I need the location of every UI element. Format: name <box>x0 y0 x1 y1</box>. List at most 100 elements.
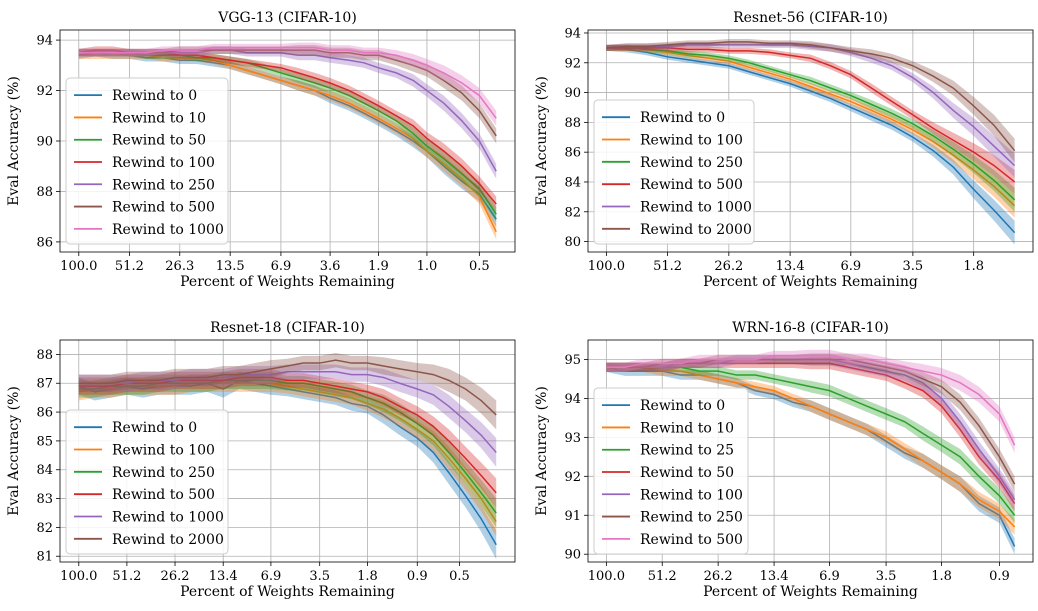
legend-label: Rewind to 0 <box>640 110 725 126</box>
legend-label: Rewind to 500 <box>640 177 743 193</box>
legend-label: Rewind to 10 <box>640 420 734 436</box>
y-tick-label: 83 <box>36 492 53 507</box>
series-line-6 <box>78 359 497 416</box>
series-band-1 <box>606 362 1015 555</box>
y-axis-label: Eval Accuracy (%) <box>534 386 550 516</box>
y-tick-label: 90 <box>564 548 581 563</box>
legend-label: Rewind to 250 <box>640 155 743 171</box>
x-tick-label: 100.0 <box>60 569 97 584</box>
plot-area <box>78 352 497 560</box>
y-tick-label: 90 <box>564 86 581 101</box>
legend-label: Rewind to 250 <box>640 510 743 526</box>
plot-area <box>606 349 1016 555</box>
series-band-7 <box>606 349 1015 453</box>
x-tick-label: 26.2 <box>714 259 743 274</box>
x-tick-label: 13.4 <box>760 569 789 584</box>
series-band-1 <box>606 44 1015 245</box>
x-tick-label: 1.0 <box>417 259 438 274</box>
y-tick-label: 94 <box>564 392 581 407</box>
series-line-2 <box>606 47 1016 207</box>
y-tick-label: 86 <box>36 235 53 250</box>
x-axis-label: Percent of Weights Remaining <box>180 584 395 600</box>
legend-label: Rewind to 25 <box>640 443 734 459</box>
legend: Rewind to 0 Rewind to 10 Rewind to 50 Rewin… <box>65 77 229 245</box>
legend-label: Rewind to 0 <box>640 398 725 414</box>
chart-title: VGG-13 (CIFAR-10) <box>217 10 357 26</box>
series-line-2 <box>78 382 497 523</box>
x-tick-label: 51.2 <box>115 259 144 274</box>
legend-label: Rewind to 250 <box>112 177 215 193</box>
y-tick-label: 95 <box>564 353 581 368</box>
series-band-3 <box>78 48 497 222</box>
x-tick-label: 1.8 <box>931 569 952 584</box>
series-band-6 <box>606 353 1015 492</box>
y-tick-label: 86 <box>36 406 53 421</box>
y-tick-label: 88 <box>36 185 53 200</box>
series-band-6 <box>606 38 1015 163</box>
x-tick-label: 1.9 <box>368 259 389 274</box>
legend-box <box>593 99 755 245</box>
y-tick-label: 85 <box>36 434 53 449</box>
x-tick-label: 6.9 <box>840 259 861 274</box>
series-line-6 <box>606 41 1016 152</box>
y-tick-label: 94 <box>564 26 581 41</box>
y-tick-label: 93 <box>564 431 581 446</box>
plot-frame <box>587 29 1034 253</box>
series-line-3 <box>606 47 1016 201</box>
legend-label: Rewind to 2000 <box>112 532 224 548</box>
x-tick-label: 3.5 <box>876 569 897 584</box>
y-tick-label: 86 <box>564 146 581 161</box>
y-tick-label: 82 <box>36 521 53 536</box>
y-tick-label: 84 <box>564 175 581 190</box>
y-tick-label: 87 <box>36 377 53 392</box>
x-tick-label: 0.5 <box>449 569 470 584</box>
series-line-1 <box>606 47 1016 234</box>
chart-title: Resnet-18 (CIFAR-10) <box>210 320 365 336</box>
series-line-7 <box>78 46 497 119</box>
legend: Rewind to 0 Rewind to 100 Rewind to 250 Rew… <box>65 409 229 555</box>
legend-label: Rewind to 0 <box>112 88 197 104</box>
plot-frame <box>59 339 516 563</box>
series-line-4 <box>78 376 497 494</box>
x-tick-label: 26.2 <box>704 569 733 584</box>
series-band-6 <box>78 45 497 144</box>
series-line-7 <box>606 354 1016 446</box>
legend-label: Rewind to 250 <box>112 465 215 481</box>
chart-panel-3: 100.0 51.2 26.2 13.4 6.9 3.5 1.8 0.9 0.5 81 82 83 84… <box>6 320 516 600</box>
x-tick-label: 51.2 <box>653 259 682 274</box>
chart-title: WRN-16-8 (CIFAR-10) <box>732 320 889 336</box>
legend-label: Rewind to 100 <box>112 443 215 459</box>
x-tick-label: 100.0 <box>60 259 97 274</box>
legend-label: Rewind to 100 <box>640 487 743 503</box>
legend-label: Rewind to 100 <box>640 133 743 149</box>
y-tick-label: 84 <box>36 463 53 478</box>
x-tick-label: 3.6 <box>320 259 341 274</box>
legend-label: Rewind to 50 <box>640 465 734 481</box>
x-tick-label: 0.5 <box>469 259 490 274</box>
y-tick-label: 94 <box>36 34 53 49</box>
legend-label: Rewind to 500 <box>112 200 215 216</box>
series-band-5 <box>78 364 497 467</box>
series-line-4 <box>606 47 1016 183</box>
x-tick-label: 100.0 <box>588 259 625 274</box>
legend-box <box>65 77 229 245</box>
y-tick-label: 91 <box>564 509 581 524</box>
legend: Rewind to 0 Rewind to 10 Rewind to 25 Rewin… <box>593 387 749 555</box>
y-tick-label: 92 <box>564 470 581 485</box>
legend-label: Rewind to 1000 <box>112 222 224 238</box>
series-line-1 <box>78 379 497 546</box>
series-band-3 <box>606 362 1015 524</box>
y-axis-label: Eval Accuracy (%) <box>534 76 550 206</box>
y-tick-label: 92 <box>36 84 53 99</box>
x-tick-label: 26.3 <box>165 259 194 274</box>
x-axis-label: Percent of Weights Remaining <box>180 274 395 290</box>
legend-label: Rewind to 10 <box>112 110 206 126</box>
x-tick-label: 0.9 <box>989 569 1010 584</box>
x-tick-label: 1.8 <box>357 569 378 584</box>
x-tick-label: 0.9 <box>407 569 428 584</box>
series-line-3 <box>78 379 497 514</box>
y-tick-label: 82 <box>564 205 581 220</box>
y-tick-label: 81 <box>36 550 53 565</box>
y-tick-label: 88 <box>36 348 53 363</box>
plot-area <box>78 42 497 240</box>
